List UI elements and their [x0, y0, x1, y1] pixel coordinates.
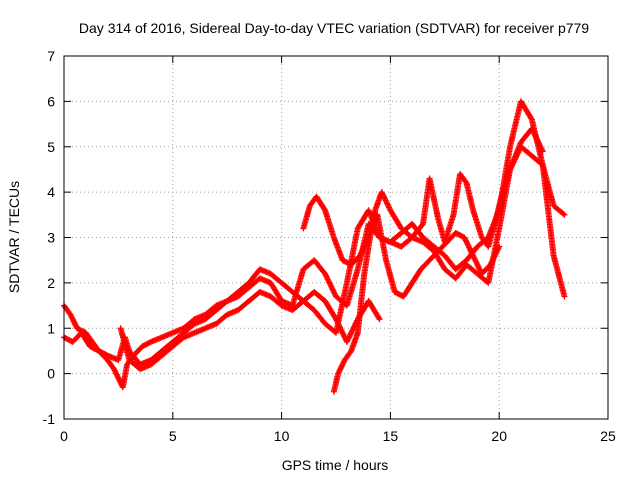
series-track-1	[61, 98, 568, 391]
interp-point	[419, 222, 426, 229]
y-tick-label: 5	[47, 139, 55, 155]
y-tick-label: 4	[47, 184, 55, 200]
series-track-3	[117, 288, 383, 373]
interp-point	[321, 206, 328, 213]
x-tick-label: 0	[60, 428, 68, 444]
series-track-2	[61, 125, 546, 368]
x-tick-label: 20	[491, 428, 507, 444]
interp-point	[560, 210, 567, 217]
y-tick-label: 2	[47, 275, 55, 291]
data-point	[496, 243, 503, 250]
interp-point	[462, 178, 469, 185]
series-track-5	[330, 211, 503, 395]
y-tick-label: 1	[47, 320, 55, 336]
y-tick-label: -1	[43, 411, 56, 427]
data-points	[61, 98, 568, 395]
x-tick-label: 25	[600, 428, 616, 444]
x-tick-label: 5	[169, 428, 177, 444]
data-point	[561, 211, 568, 218]
y-tick-label: 0	[47, 366, 55, 382]
y-tick-label: 3	[47, 230, 55, 246]
y-tick-label: 6	[47, 93, 55, 109]
x-axis-label: GPS time / hours	[282, 457, 389, 473]
series-track-4	[300, 143, 568, 268]
data-point	[376, 316, 383, 323]
x-tick-label: 10	[274, 428, 290, 444]
data-point	[561, 293, 568, 300]
interp-point	[528, 115, 535, 122]
y-axis-label: SDTVAR / TECUs	[6, 181, 22, 293]
y-tick-label: 7	[47, 48, 55, 64]
interp-point	[375, 314, 382, 321]
data-point	[539, 148, 546, 155]
chart-title: Day 314 of 2016, Sidereal Day-to-day VTE…	[79, 20, 589, 36]
x-tick-label: 15	[383, 428, 399, 444]
